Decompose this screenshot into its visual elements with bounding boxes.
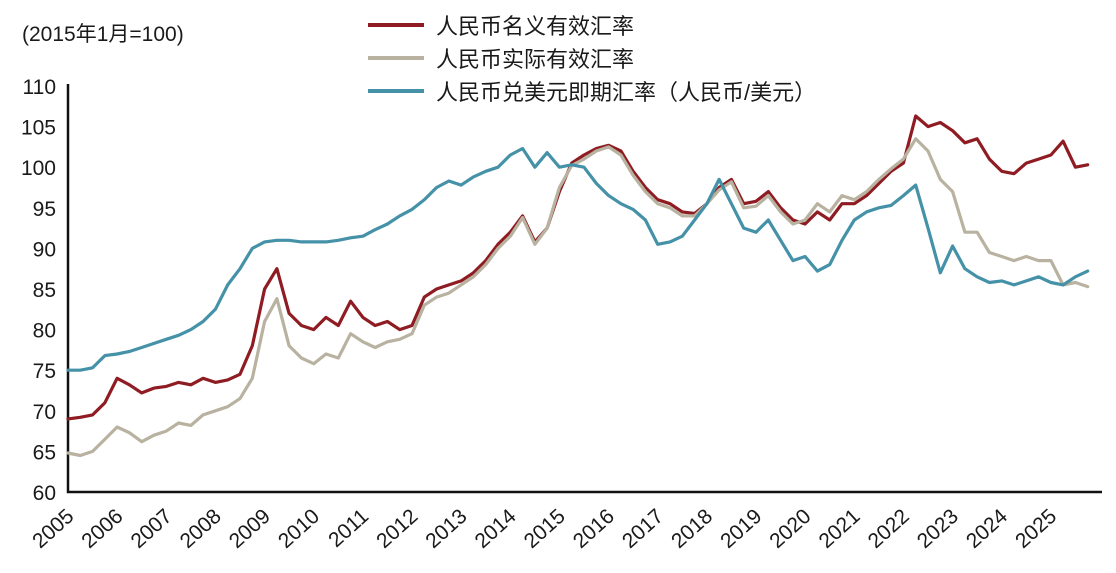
y-tick-label: 80 <box>33 320 56 343</box>
y-tick-label: 100 <box>21 157 56 180</box>
y-tick-label: 60 <box>33 482 56 505</box>
x-tick-label: 2005 <box>28 505 78 553</box>
y-tick-label: 110 <box>23 76 56 99</box>
x-tick-label: 2007 <box>127 505 177 553</box>
x-tick-label: 2008 <box>176 505 226 553</box>
x-tick-label: 2021 <box>815 505 865 553</box>
x-tick-label: 2006 <box>77 505 127 553</box>
series-line-2 <box>66 146 1090 372</box>
x-tick-label: 2011 <box>324 505 373 552</box>
x-tick-label: 2015 <box>520 505 570 553</box>
legend-label-usd-spot: 人民币兑美元即期汇率（人民币/美元） <box>436 80 817 105</box>
legend: 人民币名义有效汇率 人民币实际有效汇率 人民币兑美元即期汇率（人民币/美元） <box>368 12 817 105</box>
chart-axes <box>66 84 1102 494</box>
legend-swatch-usd-spot-line <box>368 89 424 93</box>
y-tick-label: 65 <box>33 441 56 464</box>
y-tick-label: 75 <box>33 360 56 383</box>
y-tick-label: 70 <box>33 401 56 424</box>
y-tick-label: 95 <box>33 198 56 221</box>
x-tick-label: 2009 <box>225 505 275 553</box>
x-tick-label: 2019 <box>716 505 766 553</box>
y-tick-label: 85 <box>33 279 56 302</box>
legend-swatch-nominal-eer-line <box>368 23 424 27</box>
x-tick-label: 2023 <box>913 505 963 553</box>
x-tick-label: 2016 <box>569 505 619 553</box>
x-tick-label: 2012 <box>372 505 422 553</box>
legend-label-nominal-eer: 人民币名义有效汇率 <box>436 14 635 39</box>
x-tick-label: 2018 <box>667 505 717 553</box>
y-tick-label: 90 <box>33 238 56 261</box>
index-base-note: (2015年1月=100) <box>22 23 184 46</box>
x-tick-label: 2010 <box>274 505 324 553</box>
x-tick-label: 2013 <box>421 505 471 553</box>
y-tick-label: 105 <box>21 117 56 140</box>
x-tick-label: 2025 <box>1011 505 1061 553</box>
legend-item-real-eer: 人民币实际有效汇率 <box>368 45 816 72</box>
legend-label-real-eer: 人民币实际有效汇率 <box>436 47 635 72</box>
series-line-0 <box>66 114 1090 421</box>
x-tick-label: 2024 <box>962 504 1012 553</box>
legend-item-usd-spot: 人民币兑美元即期汇率（人民币/美元） <box>368 78 817 105</box>
series-line-1 <box>66 137 1090 458</box>
legend-swatch-real-eer-line <box>368 56 424 60</box>
x-tick-label: 2014 <box>471 504 521 553</box>
legend-item-nominal-eer: 人民币名义有效汇率 <box>368 12 816 39</box>
x-tick-label: 2022 <box>864 505 914 553</box>
x-tick-label: 2020 <box>765 505 815 553</box>
x-tick-label: 2017 <box>618 505 668 553</box>
